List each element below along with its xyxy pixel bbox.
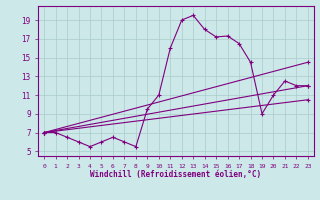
X-axis label: Windchill (Refroidissement éolien,°C): Windchill (Refroidissement éolien,°C)	[91, 170, 261, 179]
